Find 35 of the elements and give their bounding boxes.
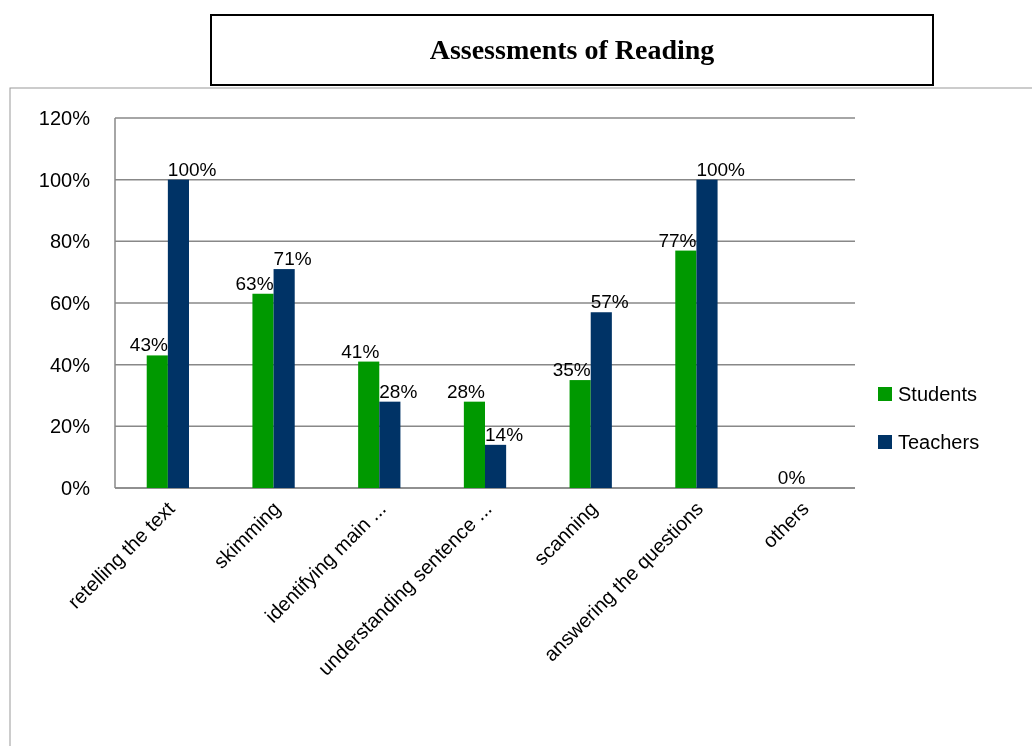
- bar: [696, 179, 718, 488]
- bar: [569, 380, 591, 488]
- y-tick-label: 60%: [49, 292, 91, 314]
- bar: [675, 250, 697, 488]
- data-label: 100%: [696, 158, 746, 180]
- bar: [590, 312, 612, 488]
- data-label: 63%: [235, 272, 274, 294]
- bar: [358, 361, 380, 488]
- data-label: 57%: [590, 291, 629, 313]
- bar: [273, 269, 295, 488]
- bar: [379, 401, 401, 488]
- bar: [463, 401, 485, 488]
- bar: [167, 179, 189, 488]
- data-label: 35%: [552, 359, 591, 381]
- data-label: 28%: [446, 380, 486, 402]
- y-tick-label: 100%: [38, 168, 91, 191]
- chart-title: Assessments of Reading: [429, 34, 715, 65]
- data-label: 71%: [273, 248, 312, 270]
- y-tick-label: 120%: [38, 107, 91, 129]
- bar: [146, 355, 168, 488]
- bar: [252, 293, 274, 488]
- data-label: 0%: [777, 467, 806, 488]
- legend-label: Teachers: [898, 431, 980, 453]
- y-tick-label: 80%: [49, 230, 91, 253]
- bar: [485, 444, 507, 488]
- y-tick-label: 40%: [49, 353, 91, 376]
- data-label: 14%: [485, 423, 524, 445]
- y-tick-label: 0%: [61, 477, 91, 499]
- legend-label: Students: [898, 383, 977, 405]
- data-label: 43%: [129, 334, 168, 356]
- y-tick-label: 20%: [49, 415, 91, 438]
- data-label: 100%: [167, 158, 217, 180]
- data-label: 41%: [341, 340, 380, 362]
- data-label: 28%: [379, 380, 418, 402]
- data-label: 77%: [658, 229, 697, 251]
